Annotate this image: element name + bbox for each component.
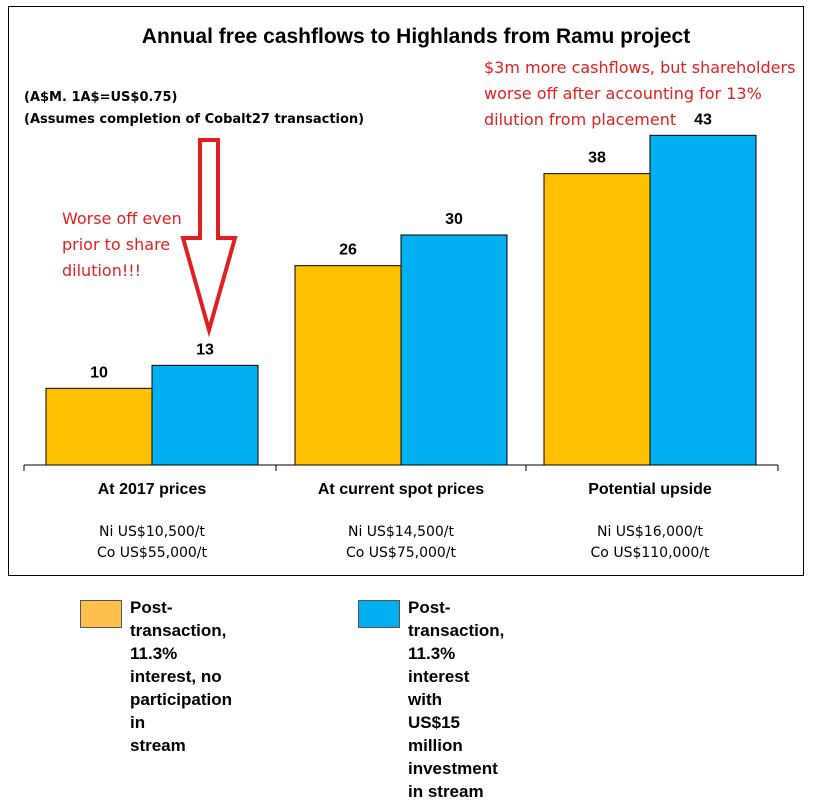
down-arrow-icon bbox=[180, 138, 238, 338]
price-note-ni-2017: Ni US$10,500/t bbox=[99, 524, 206, 540]
bar-spot-with-investment bbox=[400, 234, 508, 466]
price-note-ni-upside: Ni US$16,000/t bbox=[597, 524, 704, 540]
bar-2017-with-investment bbox=[151, 364, 259, 466]
price-note-co-2017: Co US$55,000/t bbox=[97, 545, 208, 561]
category-label-2017: At 2017 prices bbox=[98, 481, 207, 498]
data-label-upside-no-participation: 38 bbox=[588, 150, 606, 167]
chart: Annual free cashflows to Highlands from … bbox=[23, 25, 795, 561]
annotation-cashflows-line-2: worse off after accounting for 13% bbox=[484, 84, 762, 103]
category-label-spot: At current spot prices bbox=[318, 481, 484, 498]
bar-spot-no-participation bbox=[294, 265, 402, 466]
legend-swatch-blue bbox=[358, 600, 400, 628]
legend-label-no-participation: Post-transaction, 11.3% interest, no par… bbox=[130, 598, 233, 755]
price-note-ni-spot: Ni US$14,500/t bbox=[348, 524, 455, 540]
bar-upside-no-participation bbox=[543, 173, 651, 466]
legend-label-with-investment: Post-transaction, 11.3% interest with US… bbox=[408, 598, 505, 801]
bar-upside-with-investment bbox=[649, 134, 757, 466]
data-label-spot-no-participation: 26 bbox=[339, 242, 357, 259]
category-label-upside: Potential upside bbox=[588, 481, 712, 498]
chart-title: Annual free cashflows to Highlands from … bbox=[142, 25, 690, 48]
chart-frame bbox=[8, 6, 804, 576]
chart-subtitle-assumption: (Assumes completion of Cobalt27 transact… bbox=[24, 112, 364, 127]
annotation-worse-off-line-1: Worse off even bbox=[62, 209, 182, 228]
annotation-cashflows-line-3: dilution from placement bbox=[484, 110, 676, 129]
data-label-2017-no-participation: 10 bbox=[90, 364, 108, 381]
data-label-2017-with-investment: 13 bbox=[196, 341, 214, 358]
legend-swatch-orange bbox=[80, 600, 122, 628]
annotation-cashflows-line-1: $3m more cashflows, but shareholders bbox=[484, 58, 795, 77]
annotation-worse-off-line-3: dilution!!! bbox=[62, 261, 141, 280]
chart-subtitle-units: (A$M. 1A$=US$0.75) bbox=[24, 90, 177, 105]
price-note-co-upside: Co US$110,000/t bbox=[591, 545, 710, 561]
bar-2017-no-participation bbox=[45, 387, 153, 466]
data-label-upside-with-investment: 43 bbox=[694, 111, 712, 128]
price-note-co-spot: Co US$75,000/t bbox=[346, 545, 457, 561]
annotation-worse-off-line-2: prior to share bbox=[62, 235, 170, 254]
data-label-spot-with-investment: 30 bbox=[445, 211, 463, 228]
